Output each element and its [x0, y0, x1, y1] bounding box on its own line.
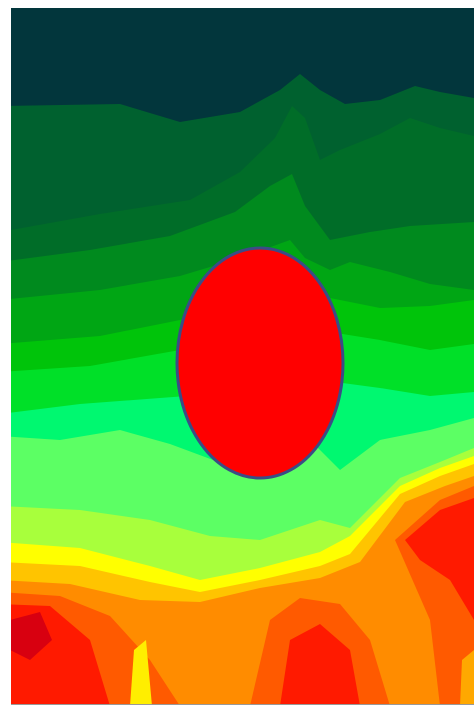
- page: Contour image {} html, body { margin: 0;…: [0, 0, 474, 706]
- ellipse: [177, 248, 343, 478]
- contour-image: [0, 0, 474, 706]
- page-body: (() => { const data = JSON.parse(documen…: [0, 0, 474, 706]
